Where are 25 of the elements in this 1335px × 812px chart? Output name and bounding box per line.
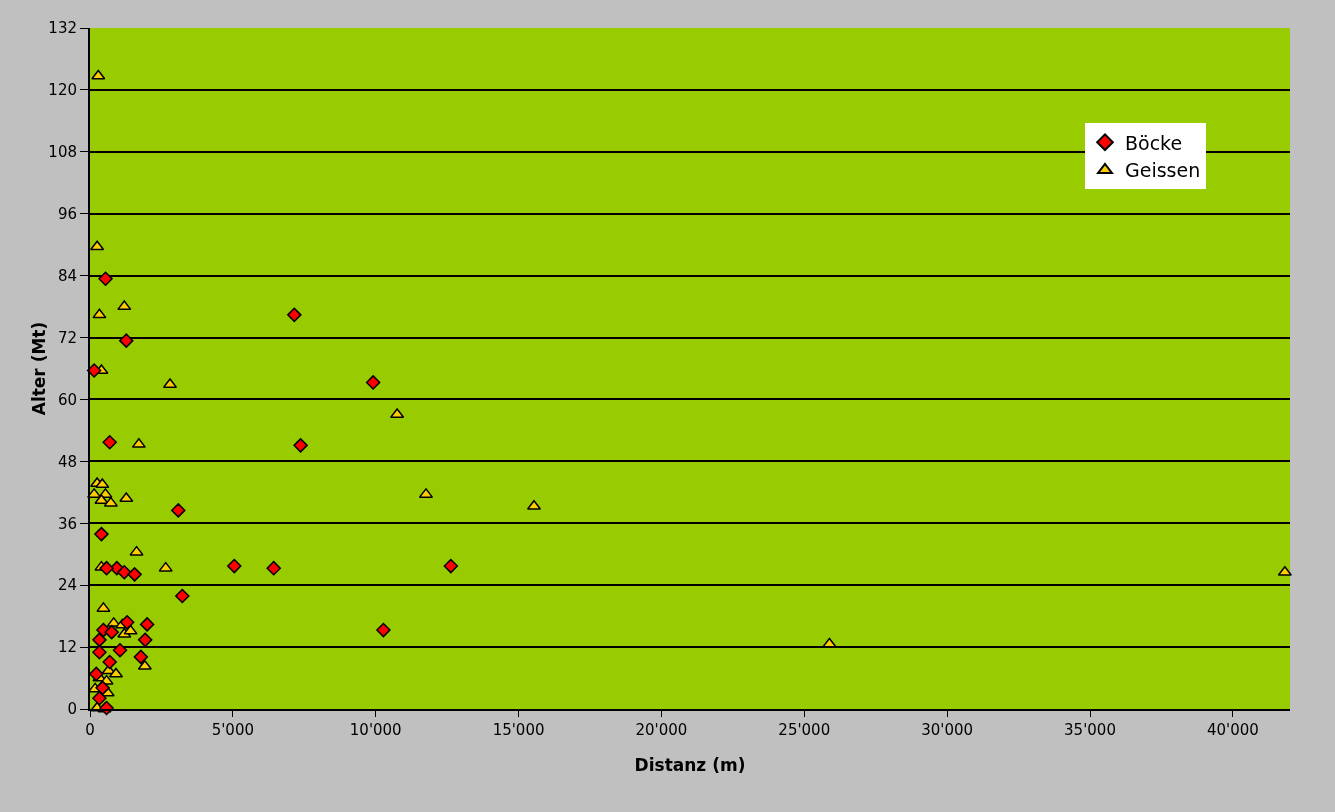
y-axis-title: Alter (Mt): [29, 321, 49, 416]
y-tick-label: 36: [57, 514, 77, 533]
y-tick-label: 60: [57, 390, 77, 409]
y-tick-label: 72: [57, 328, 77, 347]
y-tick-label: 96: [57, 204, 77, 223]
x-tick-label: 25'000: [778, 721, 831, 739]
y-tick-label: 132: [48, 19, 77, 38]
y-tick-label: 48: [57, 452, 77, 471]
y-tick-label: 120: [48, 81, 77, 100]
x-tick-label: 15'000: [492, 721, 545, 739]
y-tick-label: 108: [48, 143, 77, 162]
y-tick-label: 0: [67, 700, 77, 719]
x-axis-title: Distanz (m): [634, 755, 746, 775]
y-tick-label: 12: [57, 638, 77, 657]
x-tick-label: 10'000: [349, 721, 402, 739]
x-tick-label: 20'000: [635, 721, 688, 739]
x-tick-label: 0: [85, 721, 95, 739]
x-tick-label: 30'000: [921, 721, 974, 739]
x-tick-label: 5'000: [211, 721, 255, 739]
x-tick-label: 40'000: [1206, 721, 1259, 739]
x-tick-label: 35'000: [1064, 721, 1116, 739]
legend-label: Geissen: [1125, 159, 1201, 182]
legend-label: Böcke: [1125, 131, 1183, 154]
y-tick-label: 84: [57, 266, 77, 285]
y-tick-label: 24: [57, 576, 77, 595]
